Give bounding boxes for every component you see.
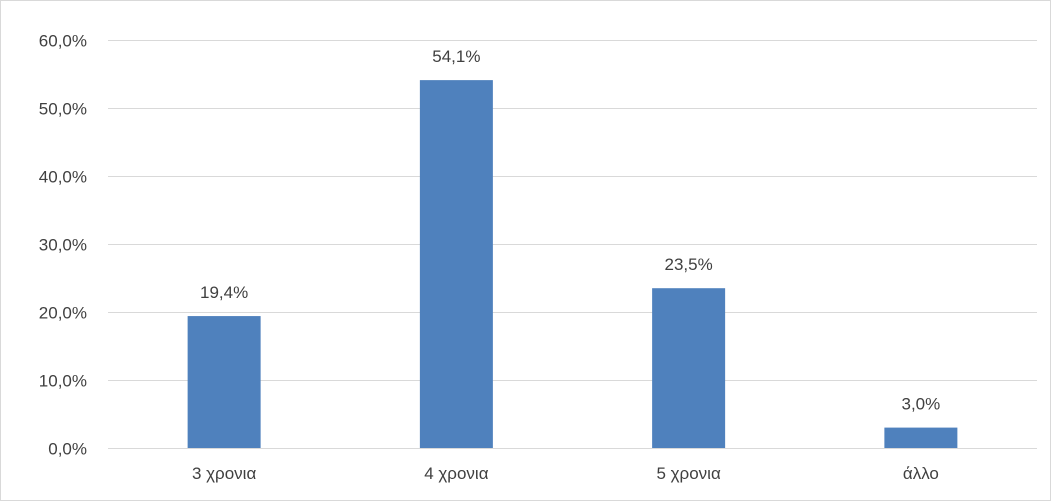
category-label: 3 χρονια bbox=[192, 464, 257, 483]
y-tick-label: 20,0% bbox=[39, 304, 87, 323]
bar bbox=[187, 316, 261, 448]
bar bbox=[419, 80, 493, 449]
data-label: 19,4% bbox=[200, 283, 248, 302]
y-tick-label: 0,0% bbox=[48, 440, 87, 459]
gridlines bbox=[108, 40, 1037, 449]
y-tick-label: 10,0% bbox=[39, 372, 87, 391]
bar bbox=[652, 288, 726, 448]
data-labels: 19,4% 54,1% 23,5% 3,0% bbox=[200, 47, 940, 413]
data-label: 23,5% bbox=[665, 255, 713, 274]
data-label: 3,0% bbox=[902, 395, 941, 414]
y-axis-tick-labels: 0,0% 10,0% 20,0% 30,0% 40,0% 50,0% 60,0% bbox=[39, 32, 87, 459]
y-tick-label: 50,0% bbox=[39, 100, 87, 119]
y-tick-label: 60,0% bbox=[39, 32, 87, 51]
x-axis-category-labels: 3 χρονια 4 χρονια 5 χρονια άλλο bbox=[192, 464, 939, 483]
y-tick-label: 30,0% bbox=[39, 236, 87, 255]
data-label: 54,1% bbox=[432, 47, 480, 66]
category-label: 4 χρονια bbox=[424, 464, 489, 483]
category-label: άλλο bbox=[903, 464, 939, 483]
category-label: 5 χρονια bbox=[656, 464, 721, 483]
bars bbox=[187, 80, 958, 449]
y-tick-label: 40,0% bbox=[39, 168, 87, 187]
bar bbox=[884, 427, 958, 448]
